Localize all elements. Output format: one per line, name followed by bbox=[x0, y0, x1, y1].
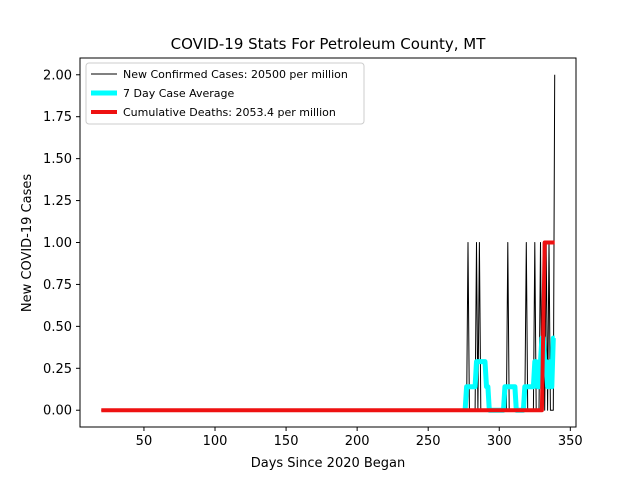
legend-box bbox=[85, 62, 365, 125]
series-cumulative-deaths-line bbox=[101, 240, 555, 413]
x-axis: 50 100 150 200 250 300 350 bbox=[136, 427, 583, 449]
x-tick-label: 250 bbox=[416, 434, 441, 449]
y-tick-label: 0.75 bbox=[43, 278, 72, 293]
y-tick-label: 1.25 bbox=[43, 194, 72, 209]
legend: New Confirmed Cases: 20500 per million 7… bbox=[85, 62, 365, 125]
y-axis: 0.00 0.25 0.50 0.75 1.00 1.25 1.50 1.75 2.00 bbox=[43, 68, 80, 419]
y-tick-label: 1.75 bbox=[43, 110, 72, 125]
plot-lines bbox=[101, 74, 556, 413]
legend-label-7day-average: 7 Day Case Average bbox=[123, 87, 235, 100]
y-tick-label: 0.00 bbox=[43, 404, 72, 419]
x-axis-label: Days Since 2020 Began bbox=[251, 456, 406, 471]
x-tick-label: 300 bbox=[487, 434, 512, 449]
legend-label-new-cases: New Confirmed Cases: 20500 per million bbox=[123, 68, 348, 81]
y-tick-label: 1.00 bbox=[43, 236, 72, 251]
y-axis-label: New COVID-19 Cases bbox=[20, 174, 35, 312]
x-tick-label: 50 bbox=[136, 434, 153, 449]
y-tick-label: 0.50 bbox=[43, 320, 72, 335]
legend-label-cumulative-deaths: Cumulative Deaths: 2053.4 per million bbox=[123, 106, 336, 119]
chart-title: COVID-19 Stats For Petroleum County, MT bbox=[171, 35, 487, 53]
y-tick-label: 0.25 bbox=[43, 362, 72, 377]
x-tick-label: 350 bbox=[558, 434, 583, 449]
x-tick-label: 100 bbox=[203, 434, 228, 449]
y-tick-label: 1.50 bbox=[43, 152, 72, 167]
x-tick-label: 150 bbox=[274, 434, 299, 449]
x-tick-label: 200 bbox=[345, 434, 370, 449]
y-tick-label: 2.00 bbox=[43, 68, 72, 83]
